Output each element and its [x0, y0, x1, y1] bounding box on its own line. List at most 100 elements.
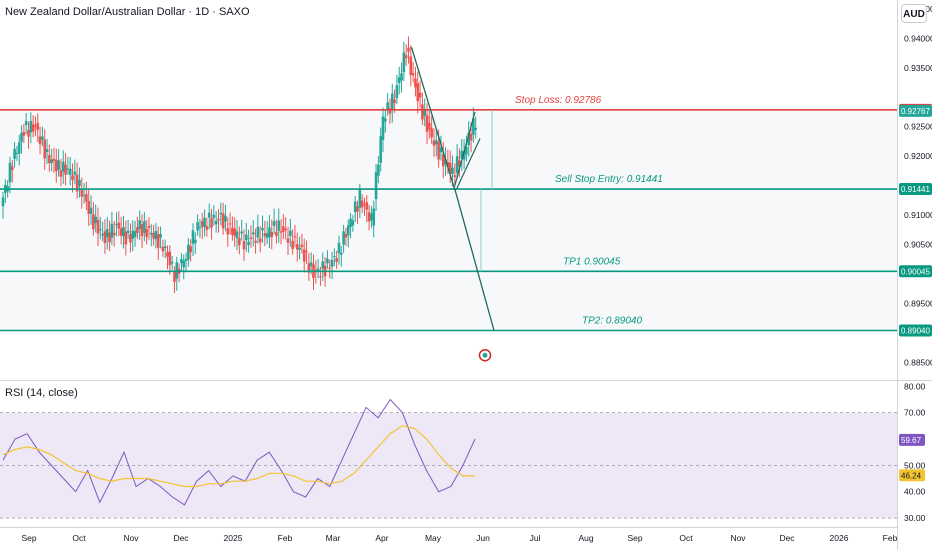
candle-body [321, 261, 325, 269]
candle-body [66, 168, 70, 170]
projection-line-tp2 [454, 188, 495, 331]
candle-body [89, 207, 93, 214]
time-tick-label: Nov [123, 533, 139, 543]
price-axis-tag [899, 183, 932, 196]
wedge-upper [454, 111, 476, 186]
candle-body [180, 259, 183, 264]
candle-body [423, 110, 427, 116]
rsi-line [2, 398, 476, 506]
candle-body [212, 214, 216, 218]
candle-body [453, 175, 457, 178]
candle-body [249, 237, 253, 240]
candle-body [416, 83, 420, 102]
candle-body [96, 219, 100, 234]
candle-body [411, 73, 415, 76]
candle-body [346, 225, 350, 236]
rsi-ma-line [2, 425, 475, 488]
candle-body [270, 231, 274, 238]
time-tick-label: Aug [578, 533, 593, 543]
candle-body [467, 132, 471, 146]
candle-body [203, 217, 206, 227]
symbol-title[interactable]: New Zealand Dollar/Australian Dollar · 1… [5, 6, 250, 18]
candle-body [279, 231, 283, 233]
candle-body [235, 231, 239, 239]
candle-body [402, 52, 406, 73]
last-price-tag-label: 0.92767 [901, 107, 930, 116]
time-tick-label: Jul [530, 533, 541, 543]
candle-body [305, 251, 308, 253]
price-tick-label: 0.92000 [904, 151, 932, 161]
candle-body [20, 132, 23, 142]
candle-body [374, 172, 378, 200]
candle-body [200, 221, 204, 227]
candle-body [75, 174, 79, 192]
candle-body [124, 231, 128, 245]
candle-body [289, 230, 292, 236]
candle-body [414, 78, 417, 88]
candle-body [240, 231, 243, 234]
candle-body [168, 251, 172, 266]
candle-body [31, 124, 35, 132]
rsi-value-tag-label: 59.67 [901, 436, 922, 445]
candle-body [339, 252, 343, 255]
candle-body [430, 128, 433, 138]
candle-body [48, 155, 51, 164]
candle-body [307, 263, 311, 273]
price-tick-label: 0.89500 [904, 298, 932, 308]
price-axis-tag-label: 0.90045 [901, 267, 930, 276]
candle-body [122, 227, 125, 237]
candle-body [175, 262, 179, 279]
candle-body [217, 218, 220, 221]
candle-body [386, 102, 389, 110]
price-tick-label: 0.88500 [904, 357, 932, 367]
candle-body [161, 246, 165, 252]
rsi-tick-label: 70.00 [904, 408, 926, 418]
candle-body [8, 162, 12, 183]
candle-body [103, 231, 107, 244]
candle-body [205, 226, 209, 230]
candle-body [261, 227, 264, 231]
currency-button[interactable]: AUD [901, 4, 927, 23]
candle-body [80, 189, 84, 197]
candle-body [295, 244, 299, 250]
candle-body [286, 238, 290, 243]
candle-body [78, 179, 81, 187]
candle-body [108, 232, 111, 243]
time-tick-label: Dec [173, 533, 189, 543]
candle-body [24, 121, 28, 125]
candle-body [221, 213, 225, 229]
candle-body [268, 227, 271, 238]
candle-body [242, 241, 246, 250]
candle-body [73, 171, 77, 175]
candle-body [115, 223, 118, 225]
candle-body [291, 240, 294, 250]
candle-body [421, 104, 424, 120]
candle-body [444, 159, 447, 165]
rsi-title[interactable]: RSI (14, close) [5, 387, 78, 399]
candle-body [159, 234, 162, 238]
candle-body [59, 170, 63, 177]
candle-body [154, 231, 158, 240]
candle-body [210, 218, 213, 228]
candle-body [129, 234, 132, 243]
candle-body [87, 201, 91, 215]
rsi-tick-label: 30.00 [904, 513, 926, 523]
price-axis-tag [899, 265, 932, 278]
candle-body [57, 160, 60, 170]
candle-body [126, 230, 130, 233]
candle-body [41, 136, 44, 140]
candle-body [238, 237, 241, 246]
candle-body [258, 238, 262, 243]
candle-body [425, 115, 429, 132]
time-tick-label: Dec [779, 533, 795, 543]
candle-body [82, 195, 86, 197]
candle-body [1, 197, 5, 207]
candle-body [275, 231, 278, 236]
candle-body [189, 246, 192, 253]
candle-body [472, 118, 475, 135]
candle-body [363, 204, 366, 206]
time-tick-label: Jun [476, 533, 490, 543]
candle-body [451, 167, 454, 175]
candle-body [94, 216, 97, 223]
